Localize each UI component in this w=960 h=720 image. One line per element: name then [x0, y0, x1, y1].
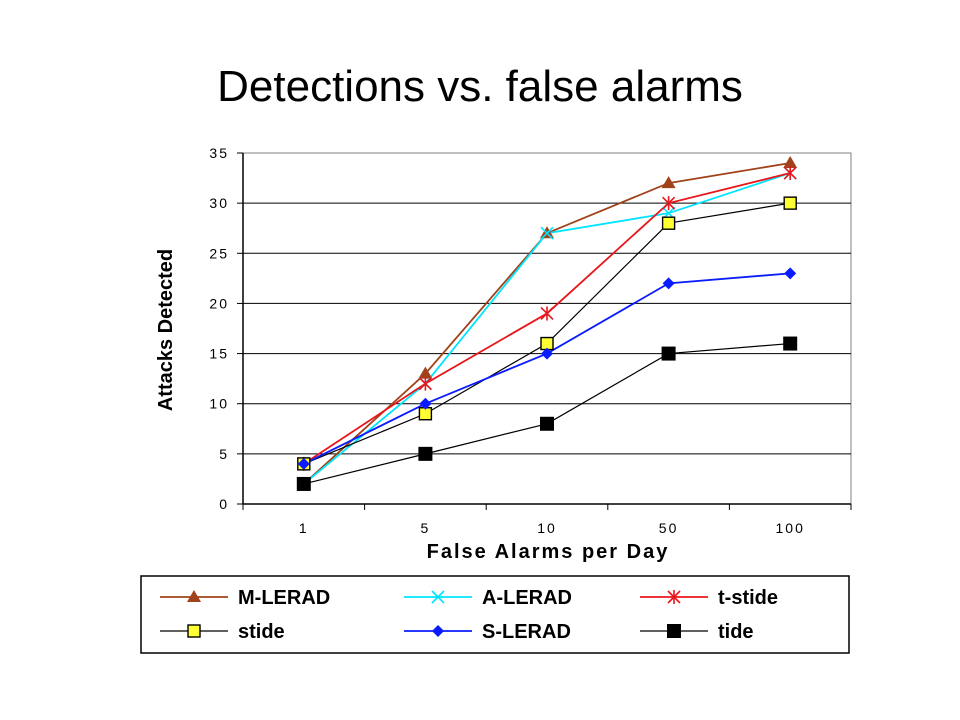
data-point-t-stide	[540, 306, 554, 321]
data-point-t-stide	[418, 376, 432, 391]
y-tick-label: 20	[209, 295, 229, 311]
x-axis-label: False Alarms per Day	[427, 541, 670, 563]
data-point-a-lerad	[540, 226, 554, 240]
axes	[237, 152, 852, 510]
legend-label: S-LERAD	[482, 621, 571, 643]
data-point-s-lerad	[419, 397, 432, 410]
legend-label: tide	[718, 621, 754, 643]
y-tick-label: 25	[209, 245, 229, 261]
data-point-t-stide	[783, 166, 797, 181]
y-tick-label: 0	[219, 496, 229, 512]
legend-label: M-LERAD	[238, 587, 330, 609]
y-tick-label: 10	[209, 396, 229, 412]
data-point-t-stide	[662, 196, 676, 211]
data-point-tide	[540, 416, 554, 431]
data-point-s-lerad	[784, 267, 797, 280]
data-point-m-lerad	[661, 176, 676, 189]
slide-title: Detections vs. false alarms	[217, 62, 743, 111]
x-tick-label: 100	[776, 520, 805, 536]
legend-label: stide	[238, 621, 285, 643]
x-tick-label: 5	[421, 520, 431, 536]
y-tick-label: 5	[219, 446, 229, 462]
legend-marker	[187, 624, 201, 638]
plot-area	[242, 152, 852, 505]
legend-label: A-LERAD	[482, 587, 572, 609]
data-point-tide	[783, 336, 798, 351]
legend-label: t-stide	[718, 587, 778, 609]
data-point-tide	[296, 476, 311, 491]
x-tick-label: 10	[537, 520, 557, 536]
series-markers	[296, 156, 798, 491]
data-point-tide	[661, 346, 676, 361]
y-tick-label: 35	[209, 145, 229, 161]
data-point-m-lerad	[418, 366, 433, 379]
legend-marker	[667, 624, 681, 638]
data-point-stide	[783, 196, 797, 210]
data-point-s-lerad	[662, 277, 675, 290]
y-tick-label: 15	[209, 346, 229, 362]
legend-marker	[667, 590, 681, 604]
x-tick-label: 1	[299, 520, 309, 536]
x-tick-labels: 1 5 10 50 100	[299, 520, 805, 536]
legend-marker	[187, 590, 201, 602]
data-point-tide	[418, 446, 433, 461]
legend-marker	[432, 625, 444, 637]
legend-marker	[431, 590, 445, 604]
data-point-stide	[661, 216, 676, 230]
y-axis-label: Attacks Detected	[155, 249, 177, 411]
legend-box	[140, 575, 850, 654]
legend: M-LERAD A-LERAD t-stide stide S-LERAD tide	[140, 575, 850, 654]
data-point-m-lerad	[783, 156, 798, 169]
data-point-s-lerad	[541, 347, 553, 360]
x-tick-label: 50	[659, 520, 679, 536]
y-tick-label: 30	[209, 195, 229, 211]
y-tick-labels: 0 5 10 15 20 25 30 35	[209, 145, 229, 512]
data-point-s-lerad	[297, 457, 310, 470]
